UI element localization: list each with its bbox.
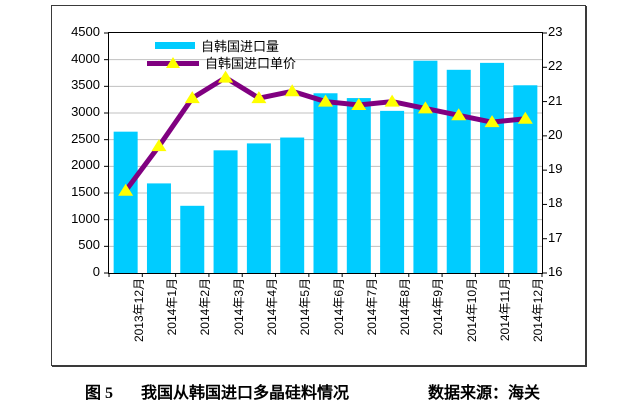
x-axis-label: 2014年10月 bbox=[464, 278, 479, 343]
marker-triangle bbox=[284, 84, 300, 97]
y-axis-label-left: 3500 bbox=[71, 77, 100, 93]
bar bbox=[346, 98, 371, 273]
bar bbox=[413, 60, 438, 273]
bar bbox=[280, 137, 305, 273]
marker-triangle bbox=[417, 101, 433, 114]
x-axis-label: 2014年1月 bbox=[164, 278, 179, 336]
legend-label-import-volume: 自韩国进口量 bbox=[201, 39, 280, 54]
x-axis-label: 2013年12月 bbox=[131, 278, 146, 343]
y-axis-label-left: 4500 bbox=[71, 24, 100, 39]
x-axis-label: 2014年7月 bbox=[364, 278, 379, 336]
figure-frame: 自韩国进口量 自韩国进口单价 0 500 1000 1500 2000 2500 3000 3… bbox=[51, 5, 586, 366]
y-axis-label-right: 20 bbox=[548, 126, 563, 142]
bar bbox=[446, 69, 471, 273]
marker-triangle bbox=[351, 98, 367, 110]
marker-triangle bbox=[484, 115, 500, 128]
marker-triangle bbox=[218, 70, 234, 83]
bar bbox=[380, 110, 405, 273]
y-axis-label-left: 1000 bbox=[71, 210, 100, 226]
legend-bar-swatch bbox=[155, 42, 195, 49]
x-axis-label: 2014年3月 bbox=[231, 278, 246, 336]
bar bbox=[313, 93, 338, 273]
y-axis-label-left: 2500 bbox=[71, 130, 100, 146]
x-axis-label: 2014年5月 bbox=[298, 278, 313, 336]
marker-triangle bbox=[318, 94, 333, 107]
marker-triangle bbox=[517, 111, 533, 124]
y-axis-label-right: 19 bbox=[548, 161, 563, 177]
legend: 自韩国进口量 自韩国进口单价 bbox=[147, 37, 297, 71]
bar bbox=[113, 131, 138, 273]
y-axis-label-left: 4000 bbox=[71, 50, 100, 66]
triangle-marker-icon bbox=[166, 56, 180, 68]
y-axis-label-right: 16 bbox=[548, 264, 563, 279]
caption-source: 数据来源：海关 bbox=[428, 385, 541, 402]
x-axis-label: 2014年8月 bbox=[398, 278, 413, 336]
y-axis-label-left: 0 bbox=[92, 264, 100, 279]
y-axis-label-right: 23 bbox=[548, 24, 563, 39]
bar bbox=[146, 183, 171, 273]
bar bbox=[246, 143, 271, 273]
caption-title: 我国从韩国进口多晶硅料情况 bbox=[141, 385, 350, 402]
bar bbox=[480, 62, 505, 273]
legend-label-unit-price: 自韩国进口单价 bbox=[205, 56, 297, 71]
marker-triangle bbox=[384, 94, 400, 107]
marker-triangle bbox=[118, 183, 134, 196]
chart-canvas bbox=[104, 32, 547, 277]
y-axis-label-right: 18 bbox=[548, 195, 563, 211]
bar bbox=[213, 150, 238, 273]
y-axis-label-left: 500 bbox=[78, 237, 100, 253]
y-axis-label-right: 22 bbox=[548, 58, 563, 74]
y-axis-label-right: 21 bbox=[548, 92, 563, 108]
y-axis-label-left: 2000 bbox=[71, 157, 100, 173]
y-axis-label-left: 1500 bbox=[71, 184, 100, 199]
legend-item-unit-price: 自韩国进口单价 bbox=[147, 54, 297, 71]
x-axis-label: 2014年11月 bbox=[498, 278, 513, 342]
legend-line-swatch bbox=[147, 56, 199, 69]
x-axis-label: 2014年2月 bbox=[198, 278, 213, 336]
y-axis-label-left: 3000 bbox=[71, 104, 100, 119]
x-axis-label: 2014年4月 bbox=[264, 278, 279, 336]
y-axis-label-right: 17 bbox=[548, 229, 563, 245]
x-axis-label: 2014年6月 bbox=[331, 278, 346, 336]
x-axis-label: 2014年9月 bbox=[431, 278, 446, 336]
marker-triangle bbox=[251, 91, 267, 104]
marker-triangle bbox=[151, 139, 167, 152]
marker-triangle bbox=[184, 91, 200, 104]
caption-figure-number: 图 5 bbox=[85, 385, 114, 402]
marker-triangle bbox=[451, 108, 467, 121]
legend-item-import-volume: 自韩国进口量 bbox=[155, 37, 296, 54]
bar bbox=[180, 205, 205, 273]
plot-area: 自韩国进口量 自韩国进口单价 bbox=[104, 32, 547, 277]
x-axis-label: 2014年12月 bbox=[531, 278, 546, 343]
